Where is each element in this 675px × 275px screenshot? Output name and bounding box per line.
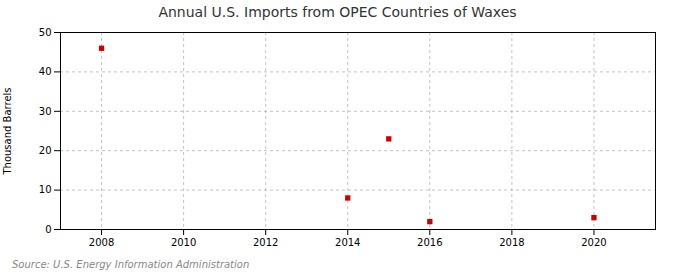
html-text:Annual U.S. Imports from OPEC: Annual U.S. Imports from OPEC Countries …: [158, 4, 517, 20]
svg-text:10: 10: [39, 184, 52, 195]
svg-text:2008: 2008: [89, 237, 114, 248]
svg-text:2016: 2016: [417, 237, 442, 248]
svg-text:2018: 2018: [499, 237, 524, 248]
svg-text:50: 50: [39, 27, 52, 38]
svg-text:40: 40: [39, 66, 52, 77]
svg-text:0: 0: [45, 224, 51, 235]
svg-text:2012: 2012: [253, 237, 278, 248]
svg-text:20: 20: [39, 145, 52, 156]
svg-text:2014: 2014: [335, 237, 360, 248]
html-text:Source: U.S. Energy Informatio: Source: U.S. Energy Information Administ…: [12, 259, 250, 270]
svg-text:Thousand Barrels: Thousand Barrels: [2, 87, 13, 175]
svg-text:2020: 2020: [581, 237, 606, 248]
svg-text:30: 30: [39, 106, 52, 117]
svg-text:2010: 2010: [171, 237, 196, 248]
